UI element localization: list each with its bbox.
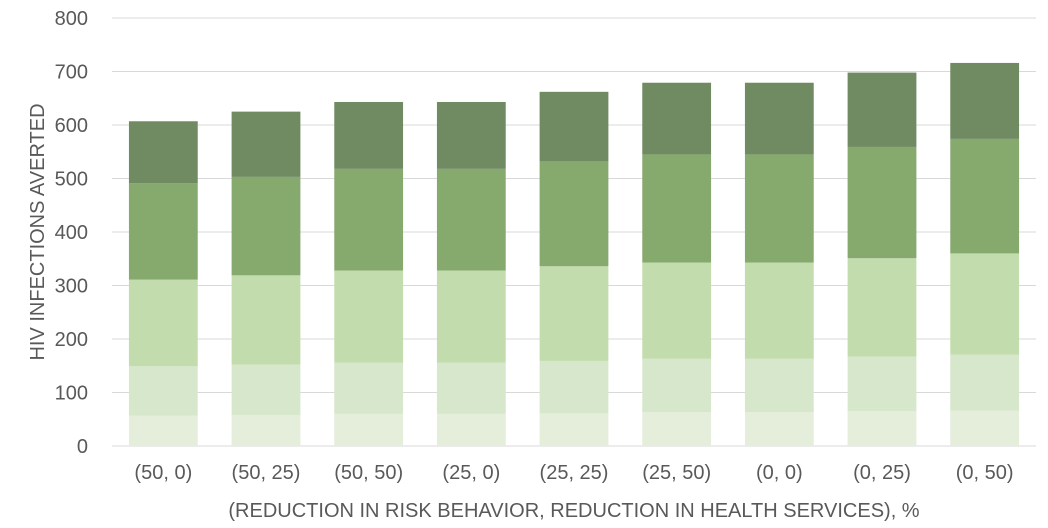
bar-segment [642, 358, 712, 413]
bar-segment [539, 161, 609, 267]
bar-segment [642, 412, 712, 446]
bar-segment [642, 262, 712, 359]
bar-segment [334, 362, 404, 414]
bar-segment [231, 111, 301, 177]
x-tick-label: (0, 25) [853, 462, 911, 484]
bar-segment [436, 101, 506, 169]
y-tick-label: 500 [55, 169, 88, 191]
bar-segment [334, 168, 404, 271]
bar-segment [436, 362, 506, 414]
bar-segment [436, 270, 506, 363]
bar-segment [128, 121, 198, 184]
bar-segment [128, 279, 198, 367]
x-tick-label: (25, 50) [642, 462, 711, 484]
bar-segment [950, 138, 1020, 254]
y-tick-label: 800 [55, 8, 88, 30]
bar-segment [744, 262, 814, 359]
bars [128, 62, 1020, 446]
bar-segment [128, 415, 198, 446]
bar-segment [128, 183, 198, 280]
bar-segment [128, 366, 198, 416]
bar-segment [950, 62, 1020, 139]
x-tick-label: (0, 50) [956, 462, 1014, 484]
bar-segment [231, 414, 301, 446]
bar-segment [847, 258, 917, 357]
x-tick-label: (50, 50) [334, 462, 403, 484]
y-axis-ticks: 0 100 200 300 400 500 600 700 800 [55, 8, 88, 458]
bar-segment [231, 275, 301, 365]
y-tick-label: 200 [55, 329, 88, 351]
y-tick-label: 0 [77, 436, 88, 458]
x-tick-label: (50, 0) [134, 462, 192, 484]
bar-segment [334, 413, 404, 446]
bar-segment [436, 413, 506, 446]
bar-segment [744, 412, 814, 446]
y-axis-title: HIV INFECTIONS AVERTED [27, 103, 49, 360]
bar-segment [642, 82, 712, 155]
x-tick-label: (25, 0) [442, 462, 500, 484]
bar-segment [744, 82, 814, 155]
bar-segment [436, 168, 506, 271]
y-tick-label: 600 [55, 115, 88, 137]
bar-segment [744, 358, 814, 413]
bar-segment [950, 253, 1020, 355]
y-tick-label: 300 [55, 276, 88, 298]
bar-segment [539, 413, 609, 446]
x-axis-ticks: (50, 0) (50, 25) (50, 50) (25, 0) (25, 25) (2… [134, 462, 1013, 484]
x-tick-label: (50, 25) [232, 462, 301, 484]
x-tick-label: (0, 0) [756, 462, 803, 484]
y-tick-label: 100 [55, 383, 88, 405]
bar-segment [539, 266, 609, 361]
bar-segment [847, 146, 917, 259]
bar-segment [231, 176, 301, 276]
bar-segment [950, 410, 1020, 446]
bar-segment [744, 154, 814, 263]
bar-segment [539, 360, 609, 414]
bar-segment [539, 91, 609, 162]
bar-segment [642, 154, 712, 263]
bar-segment [231, 364, 301, 415]
bar-segment [334, 270, 404, 363]
bar-segment [847, 72, 917, 147]
x-tick-label: (25, 25) [540, 462, 609, 484]
bar-segment [950, 354, 1020, 411]
x-axis-title: (REDUCTION IN RISK BEHAVIOR, REDUCTION I… [228, 500, 919, 522]
y-tick-label: 700 [55, 62, 88, 84]
y-tick-label: 400 [55, 222, 88, 244]
bar-segment [847, 356, 917, 412]
bar-segment [847, 411, 917, 446]
bar-segment [334, 101, 404, 169]
